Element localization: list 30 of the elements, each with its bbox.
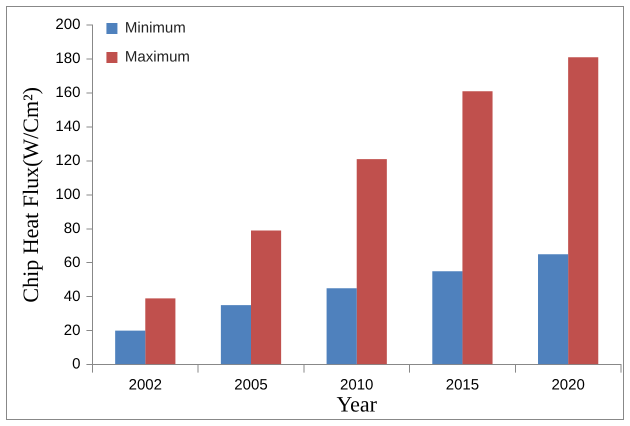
x-tick-label: 2010 [340, 376, 374, 394]
y-tick-label: 200 [55, 16, 80, 34]
bar [356, 159, 387, 364]
legend-label: Minimum [124, 20, 186, 37]
bar [145, 298, 176, 364]
y-tick-label: 120 [55, 152, 80, 169]
x-axis-title: Year [336, 392, 378, 417]
x-tick-label: 2002 [128, 376, 162, 394]
y-tick-label: 40 [64, 288, 80, 305]
bar [538, 254, 568, 364]
bar [326, 288, 357, 364]
bar [432, 271, 462, 364]
y-tick-label: 0 [72, 356, 80, 373]
y-tick-label: 20 [64, 322, 80, 339]
y-tick-label: 80 [64, 220, 80, 237]
bar [462, 91, 493, 364]
x-tick-label: 2015 [446, 376, 480, 394]
y-tick-label: 140 [55, 118, 80, 136]
legend-label: Maximum [124, 48, 190, 66]
x-tick-label: 2005 [234, 376, 268, 394]
bar [568, 57, 598, 364]
bar [115, 330, 146, 364]
y-tick-label: 160 [55, 84, 80, 102]
y-axis-title: Chip Heat Flux(W/Cm²) [18, 87, 43, 303]
y-tick-label: 100 [55, 186, 80, 203]
y-tick-label: 180 [55, 50, 80, 68]
x-tick-label: 2020 [551, 376, 585, 394]
bar [251, 230, 282, 364]
bar [220, 305, 251, 364]
y-tick-label: 60 [64, 254, 80, 271]
